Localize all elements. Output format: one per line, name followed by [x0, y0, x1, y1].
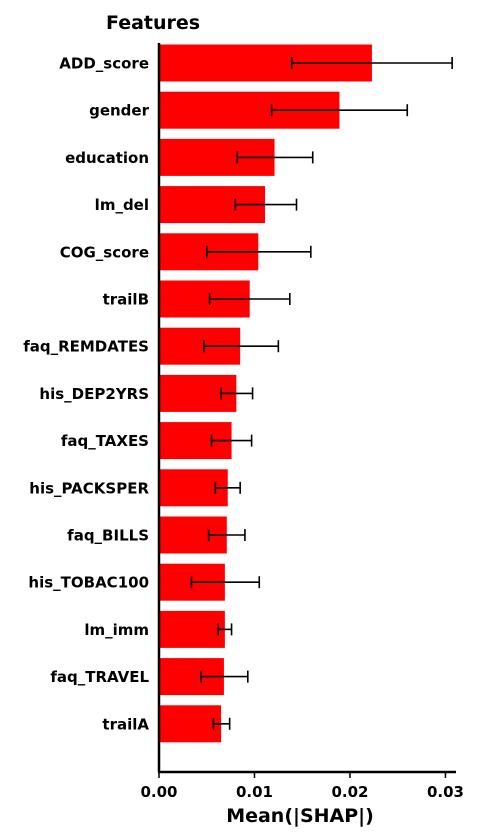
category-label-lm-del: lm_del	[95, 196, 149, 214]
category-label-his-packsper: his_PACKSPER	[29, 479, 149, 497]
chart-title: Features	[106, 12, 200, 34]
category-label-faq-taxes: faq_TAXES	[61, 432, 149, 450]
category-label-trailb: trailB	[103, 291, 149, 309]
errorbar-his-packsper	[214, 481, 241, 494]
errorbar-education	[236, 151, 314, 164]
category-label-faq-remdates: faq_REMDATES	[23, 338, 149, 356]
x-tick-label: 0.00	[140, 783, 177, 801]
x-axis-title: Mean(|SHAP|)	[226, 805, 374, 827]
errorbar-traila	[212, 717, 231, 730]
errorbar-his-tobac100	[190, 576, 261, 589]
errorbar-lm-del	[234, 198, 298, 211]
errorbar-gender	[270, 104, 409, 117]
errorbar-faq-remdates	[203, 340, 280, 353]
x-tick-label: 0.01	[236, 783, 273, 801]
errorbar-lm-imm	[217, 623, 233, 636]
bars-layer	[159, 44, 372, 743]
errorbar-faq-travel	[200, 670, 249, 683]
errorbar-add-score	[290, 57, 453, 69]
category-label-faq-bills: faq_BILLS	[67, 527, 149, 545]
category-label-his-dep2yrs: his_DEP2YRS	[39, 385, 149, 403]
category-label-his-tobac100: his_TOBAC100	[28, 574, 149, 592]
category-label-traila: trailA	[102, 715, 149, 733]
category-label-faq-travel: faq_TRAVEL	[50, 668, 149, 686]
errorbar-his-dep2yrs	[220, 387, 254, 400]
errorbar-trailb	[208, 293, 291, 305]
category-label-add-score: ADD_score	[59, 55, 149, 73]
category-label-gender: gender	[89, 102, 150, 120]
x-tick-label: 0.03	[427, 783, 464, 801]
category-label-lm-imm: lm_imm	[84, 621, 149, 639]
bar-traila	[159, 705, 222, 743]
x-ticks: 0.00 0.01 0.02 0.03	[140, 772, 464, 801]
errorbar-faq-taxes	[210, 434, 253, 447]
x-tick-label: 0.02	[331, 783, 368, 801]
bar-lm-imm	[159, 610, 225, 648]
category-label-education: education	[65, 149, 149, 167]
category-label-cog-score: COG_score	[60, 243, 149, 261]
errorbar-faq-bills	[207, 529, 246, 541]
errorbars-layer	[190, 57, 453, 730]
errorbar-cog-score	[205, 245, 312, 258]
